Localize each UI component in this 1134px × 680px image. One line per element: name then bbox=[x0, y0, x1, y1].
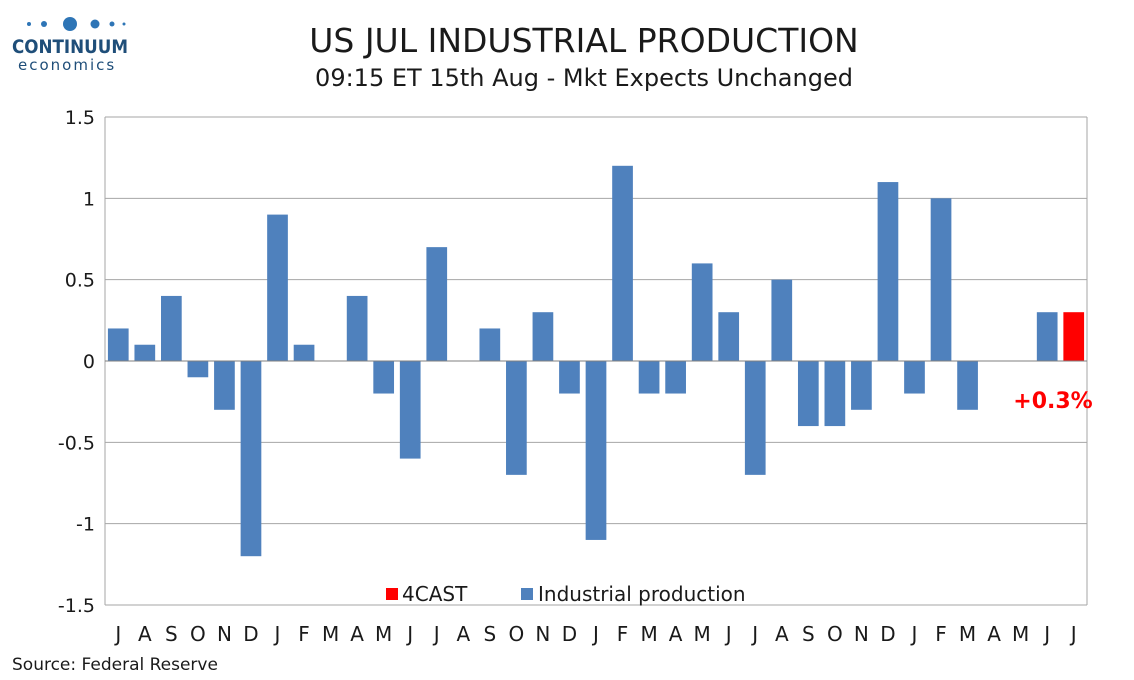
x-tick-label: M bbox=[694, 622, 711, 646]
logo-dot-icon bbox=[122, 22, 126, 26]
forecast-callout: +0.3% bbox=[1013, 389, 1092, 414]
x-tick-label: A bbox=[987, 622, 1001, 646]
logo-sub: economics bbox=[18, 56, 116, 74]
x-tick-label: A bbox=[775, 622, 789, 646]
y-tick-label: 0.5 bbox=[65, 270, 95, 292]
bar-industrial-production bbox=[957, 361, 978, 410]
x-tick-label: M bbox=[640, 622, 657, 646]
x-tick-label: J bbox=[591, 622, 599, 646]
logo-dot-icon bbox=[90, 19, 100, 29]
bar-industrial-production bbox=[373, 361, 395, 394]
legend: 4CAST Industrial production bbox=[386, 582, 746, 606]
x-tick-label: O bbox=[827, 622, 843, 646]
chart-title: US JUL INDUSTRIAL PRODUCTION bbox=[309, 21, 859, 60]
bar-industrial-production bbox=[904, 361, 925, 394]
bar-industrial-production bbox=[506, 361, 527, 475]
bar-industrial-production bbox=[1036, 312, 1058, 361]
bar-industrial-production bbox=[744, 361, 766, 475]
bar-industrial-production bbox=[532, 312, 554, 361]
bar-industrial-production bbox=[267, 214, 288, 361]
x-tick-label: J bbox=[910, 622, 918, 646]
x-tick-label: J bbox=[1069, 622, 1077, 646]
y-axis-tick-labels: 1.5 1 0.5 0 -0.5 -1 -1.5 bbox=[58, 107, 95, 617]
bar-industrial-production bbox=[559, 361, 580, 394]
chart-subtitle: 09:15 ET 15th Aug - Mkt Expects Unchange… bbox=[315, 64, 853, 92]
legend-label-industrial-production: Industrial production bbox=[538, 582, 746, 606]
x-tick-label: S bbox=[802, 622, 815, 646]
bar-industrial-production bbox=[240, 361, 262, 557]
bar-industrial-production bbox=[479, 328, 501, 361]
logo-brand: CONTINUUM bbox=[12, 36, 128, 58]
bar-industrial-production bbox=[187, 361, 209, 378]
x-tick-label: F bbox=[617, 622, 629, 646]
x-tick-label: J bbox=[1042, 622, 1050, 646]
x-tick-label: S bbox=[483, 622, 496, 646]
x-tick-label: D bbox=[880, 622, 895, 646]
x-tick-label: D bbox=[562, 622, 577, 646]
x-tick-label: J bbox=[273, 622, 281, 646]
x-tick-label: A bbox=[138, 622, 152, 646]
y-tick-label: 1 bbox=[83, 188, 95, 210]
x-tick-label: F bbox=[298, 622, 310, 646]
bars bbox=[107, 165, 1085, 557]
x-tick-label: A bbox=[350, 622, 364, 646]
x-tick-label: A bbox=[669, 622, 683, 646]
x-tick-label: O bbox=[190, 622, 206, 646]
logo-dot-icon bbox=[41, 21, 47, 27]
bar-industrial-production bbox=[851, 361, 872, 410]
bar-industrial-production bbox=[797, 361, 819, 427]
y-tick-label: 0 bbox=[83, 351, 95, 373]
y-tick-label: 1.5 bbox=[65, 107, 95, 129]
x-tick-label: M bbox=[1012, 622, 1029, 646]
bar-industrial-production bbox=[214, 361, 235, 410]
bar-industrial-production bbox=[612, 165, 633, 361]
x-tick-label: J bbox=[113, 622, 121, 646]
x-tick-label: M bbox=[375, 622, 392, 646]
logo: CONTINUUM economics bbox=[12, 17, 128, 74]
bar-industrial-production bbox=[426, 247, 448, 361]
y-tick-label: -1 bbox=[76, 514, 95, 536]
x-tick-label: A bbox=[456, 622, 470, 646]
bar-4cast bbox=[1063, 312, 1085, 361]
x-tick-label: J bbox=[724, 622, 732, 646]
bar-industrial-production bbox=[718, 312, 740, 361]
bar-industrial-production bbox=[771, 279, 793, 361]
bar-industrial-production bbox=[161, 295, 182, 361]
y-tick-label: -1.5 bbox=[58, 595, 95, 617]
bar-industrial-production bbox=[399, 361, 421, 459]
source-note: Source: Federal Reserve bbox=[12, 655, 218, 675]
legend-swatch-4cast bbox=[386, 588, 398, 600]
x-tick-label: J bbox=[432, 622, 440, 646]
x-tick-label: M bbox=[959, 622, 976, 646]
x-tick-label: J bbox=[750, 622, 758, 646]
bar-industrial-production bbox=[824, 361, 846, 427]
x-tick-label: O bbox=[509, 622, 525, 646]
logo-dot-icon bbox=[27, 22, 31, 26]
bar-industrial-production bbox=[691, 263, 713, 361]
legend-label-4cast: 4CAST bbox=[402, 582, 468, 606]
x-tick-label: J bbox=[405, 622, 413, 646]
logo-dot-icon bbox=[109, 21, 115, 27]
bar-industrial-production bbox=[107, 328, 129, 361]
bar-industrial-production bbox=[930, 198, 952, 361]
x-tick-label: N bbox=[854, 622, 869, 646]
bar-industrial-production bbox=[293, 344, 315, 361]
x-tick-label: N bbox=[535, 622, 550, 646]
logo-dot-icon bbox=[63, 17, 77, 31]
bar-industrial-production bbox=[134, 344, 156, 361]
x-tick-label: D bbox=[243, 622, 258, 646]
x-tick-label: F bbox=[935, 622, 947, 646]
bar-industrial-production bbox=[877, 182, 899, 361]
bar-industrial-production bbox=[346, 295, 368, 361]
x-tick-label: S bbox=[165, 622, 178, 646]
y-tick-label: -0.5 bbox=[58, 432, 95, 454]
legend-swatch-industrial-production bbox=[521, 588, 533, 600]
x-tick-label: N bbox=[217, 622, 232, 646]
bar-industrial-production bbox=[665, 361, 686, 394]
bar-industrial-production bbox=[585, 361, 607, 540]
bar-industrial-production bbox=[638, 361, 660, 394]
x-tick-label: M bbox=[322, 622, 339, 646]
